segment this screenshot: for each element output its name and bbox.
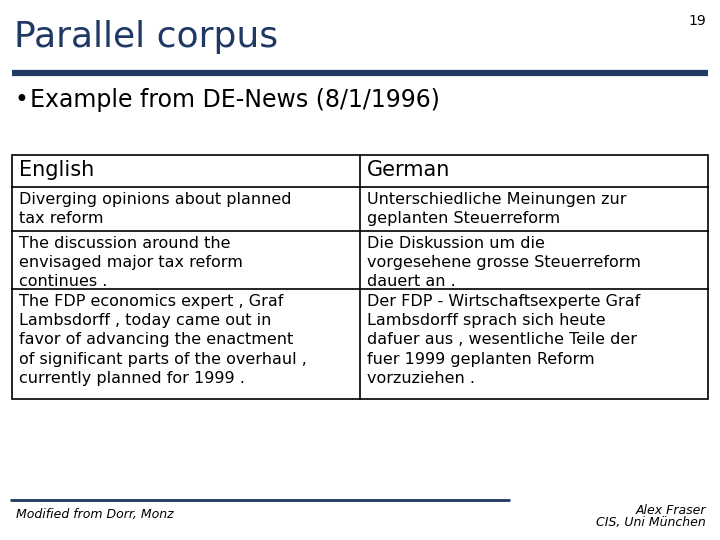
Text: Diverging opinions about planned
tax reform: Diverging opinions about planned tax ref… bbox=[19, 192, 292, 226]
Bar bbox=[12, 155, 708, 399]
Text: Example from DE-News (8/1/1996): Example from DE-News (8/1/1996) bbox=[30, 88, 440, 112]
Text: German: German bbox=[367, 160, 451, 180]
Text: •: • bbox=[14, 88, 28, 112]
Text: Modified from Dorr, Monz: Modified from Dorr, Monz bbox=[16, 508, 174, 521]
Text: 19: 19 bbox=[688, 14, 706, 28]
Text: Unterschiedliche Meinungen zur
geplanten Steuerreform: Unterschiedliche Meinungen zur geplanten… bbox=[367, 192, 626, 226]
Text: Der FDP - Wirtschaftsexperte Graf
Lambsdorff sprach sich heute
dafuer aus , wese: Der FDP - Wirtschaftsexperte Graf Lambsd… bbox=[367, 294, 640, 386]
Text: CIS, Uni München: CIS, Uni München bbox=[596, 516, 706, 529]
Text: English: English bbox=[19, 160, 94, 180]
Text: Die Diskussion um die
vorgesehene grosse Steuerreform
dauert an .: Die Diskussion um die vorgesehene grosse… bbox=[367, 236, 641, 289]
Text: Parallel corpus: Parallel corpus bbox=[14, 20, 278, 54]
Text: The discussion around the
envisaged major tax reform
continues .: The discussion around the envisaged majo… bbox=[19, 236, 243, 289]
Text: The FDP economics expert , Graf
Lambsdorff , today came out in
favor of advancin: The FDP economics expert , Graf Lambsdor… bbox=[19, 294, 307, 386]
Text: Alex Fraser: Alex Fraser bbox=[636, 504, 706, 517]
